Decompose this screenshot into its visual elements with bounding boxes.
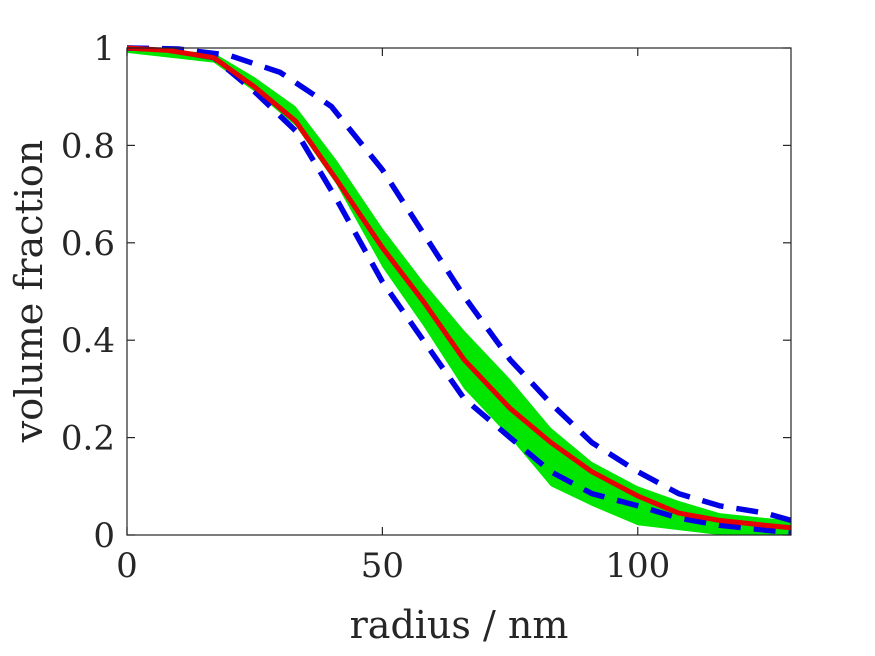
y-tick-label: 0.4: [61, 321, 115, 361]
plot-frame: [126, 47, 792, 536]
x-axis-title: radius / nm: [350, 603, 569, 647]
y-tick-label: 1: [93, 29, 115, 69]
y-axis-title: volume fraction: [7, 140, 51, 444]
series-blue-dashed-upper: [126, 45, 792, 524]
band-green-range: [127, 48, 791, 535]
y-tick-label: 0.2: [61, 419, 115, 459]
x-tick-label: 100: [605, 546, 670, 586]
y-tick-label: 0.6: [61, 224, 115, 264]
x-tick-label: 0: [116, 546, 138, 586]
y-tick-label: 0.8: [61, 126, 115, 166]
series-blue-dashed-lower: [126, 45, 792, 536]
y-tick-label: 0: [93, 516, 115, 556]
series-red-mean: [126, 45, 792, 531]
x-tick-label: 50: [361, 546, 404, 586]
